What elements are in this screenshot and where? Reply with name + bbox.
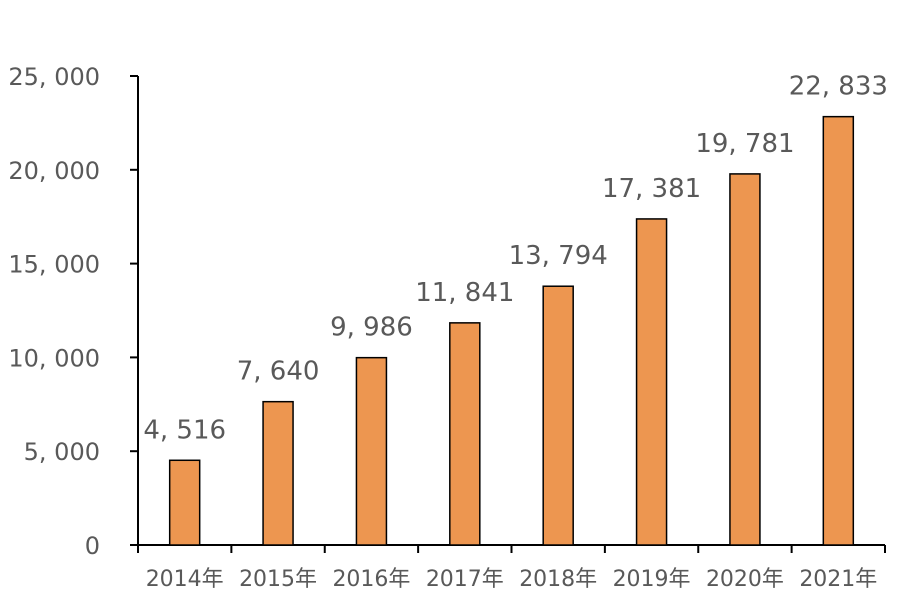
bar [262, 400, 294, 546]
data-label: 7, 640 [237, 357, 320, 387]
bar [449, 322, 481, 546]
data-label: 19, 781 [695, 129, 794, 159]
x-tick-label: 2021年 [799, 567, 877, 592]
x-tick-label: 2015年 [239, 567, 317, 592]
data-label: 11, 841 [415, 278, 514, 308]
data-label: 17, 381 [602, 174, 701, 204]
bar [635, 218, 668, 546]
y-axis: 0 5, 000 10, 000 15, 000 20, 000 25, 000 [8, 63, 139, 560]
x-tick-label: 2019年 [613, 567, 691, 592]
x-tick-label: 2017年 [426, 567, 504, 592]
bar [729, 173, 761, 546]
x-tick-label: 2018年 [519, 567, 597, 592]
bars [168, 115, 855, 546]
bar [355, 356, 388, 546]
bar [542, 285, 574, 546]
x-tick-label: 2020年 [706, 567, 784, 592]
data-label: 4, 516 [143, 415, 226, 445]
y-tick-label: 25, 000 [8, 63, 100, 91]
y-tick-label: 20, 000 [8, 157, 100, 185]
bar [822, 115, 855, 546]
y-tick-label: 15, 000 [8, 251, 100, 279]
data-label: 9, 986 [330, 313, 413, 343]
x-tick-label: 2014年 [146, 567, 224, 592]
data-label: 22, 833 [789, 72, 888, 102]
y-tick-label: 5, 000 [24, 438, 100, 466]
y-tick-label: 10, 000 [8, 344, 100, 372]
y-tick-label: 0 [85, 532, 100, 560]
x-tick-label: 2016年 [332, 567, 410, 592]
bar [168, 459, 201, 546]
x-axis: 2014年 2015年 2016年 2017年 2018年 2019年 2020年 2021年 [137, 544, 886, 592]
data-label: 13, 794 [509, 241, 608, 271]
